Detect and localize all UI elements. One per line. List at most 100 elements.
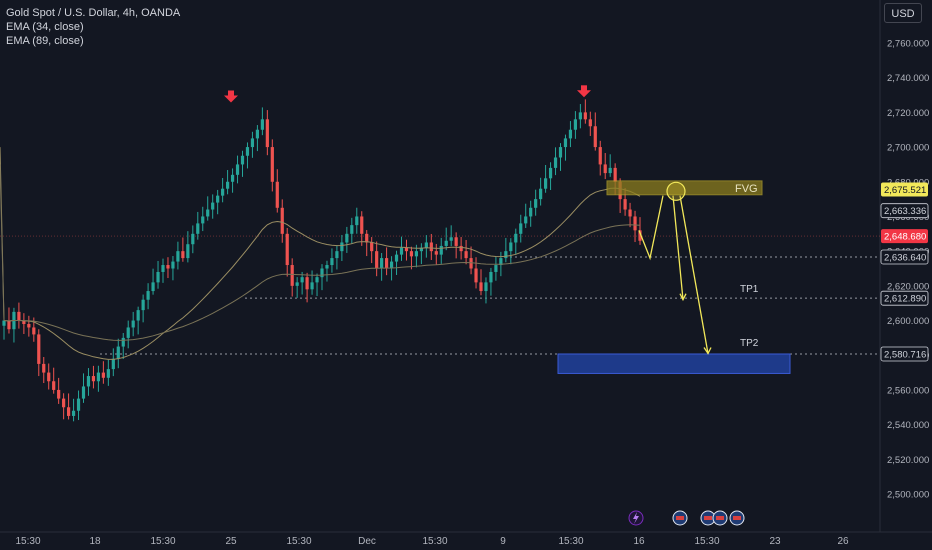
flag-stripes: [733, 516, 741, 520]
candle-body: [71, 410, 76, 416]
x-tick-label: 15:30: [150, 536, 175, 547]
candle-body: [131, 320, 135, 328]
price-label: 2,663.336: [884, 206, 926, 217]
candle-body: [360, 216, 364, 234]
candle-body: [240, 155, 245, 165]
price-label-box: [880, 346, 929, 362]
candle-body: [375, 251, 379, 269]
candle-body: [444, 240, 448, 246]
price-label-box: [881, 182, 928, 197]
projection-leg-1: [638, 195, 664, 261]
candle-body: [206, 209, 210, 217]
legend-symbol[interactable]: Gold Spot / U.S. Dollar, 4h, OANDA: [6, 7, 181, 19]
candle-body: [86, 376, 91, 387]
candle-body: [146, 291, 150, 300]
candle-body: [573, 119, 578, 130]
candle-body: [598, 147, 602, 165]
tp2-zone[interactable]: [557, 353, 791, 374]
candle-body: [603, 164, 607, 174]
lightning-icon: [633, 512, 639, 524]
candle-body: [608, 167, 612, 174]
x-tick-label: 15:30: [286, 536, 311, 547]
candle-body: [181, 251, 185, 259]
candle-body: [474, 268, 478, 283]
chart-legend: Gold Spot / U.S. Dollar, 4h, OANDA EMA (…: [6, 6, 180, 48]
projection-leg-2: [672, 195, 684, 300]
candle-body: [424, 242, 428, 248]
candle-body: [479, 282, 483, 292]
candle-body: [628, 209, 632, 217]
candle-body: [230, 174, 235, 182]
x-tick-label: 18: [89, 536, 101, 547]
sell-arrow-2[interactable]: [577, 90, 591, 98]
candle-body: [588, 119, 592, 127]
candle-body: [414, 251, 419, 257]
candle-body: [300, 277, 304, 283]
candle-body: [141, 299, 145, 311]
candle-body: [260, 119, 264, 130]
candle-body: [7, 320, 11, 330]
candle-body: [325, 265, 329, 269]
y-tick-label: 2,600.000: [887, 316, 929, 327]
tp2-label: TP2: [740, 338, 759, 349]
candle-body: [489, 271, 493, 283]
candle-body: [315, 277, 319, 283]
candle-body: [22, 320, 26, 325]
candle-body: [454, 237, 458, 246]
candle-body: [186, 244, 190, 259]
legend-ema-34[interactable]: EMA (34, close): [6, 21, 84, 33]
candle-body: [345, 233, 349, 243]
candle-body: [305, 277, 309, 290]
y-tick-label: 2,500.000: [887, 490, 929, 501]
candle-body: [548, 167, 553, 179]
candle-body: [270, 147, 274, 182]
candle-body: [509, 242, 513, 252]
candle-body: [245, 147, 250, 156]
currency-button[interactable]: USD: [884, 3, 922, 23]
candle-body: [136, 310, 140, 321]
candle-body: [449, 237, 453, 241]
retest-circle[interactable]: [666, 181, 686, 201]
legend-ema-89[interactable]: EMA (89, close): [6, 35, 84, 47]
candle-body: [2, 320, 6, 326]
candle-body: [17, 311, 21, 321]
candle-body: [529, 207, 533, 217]
candle-body: [42, 363, 46, 373]
candle-body: [171, 261, 175, 269]
candle-body: [27, 324, 31, 328]
price-label: 2,612.890: [884, 294, 926, 305]
candle-body: [524, 216, 528, 224]
candle-body: [504, 251, 508, 259]
candle-body: [623, 199, 627, 210]
ema-34-line: [0, 147, 641, 360]
candle-body: [419, 247, 423, 252]
price-label: 2,580.716: [884, 349, 926, 360]
y-tick-label: 2,760.000: [887, 39, 929, 50]
price-label-box: [880, 249, 929, 265]
candle-body: [578, 112, 582, 120]
candle-body: [221, 188, 225, 196]
candle-body: [409, 251, 414, 257]
candle-body: [404, 247, 409, 252]
y-tick-label: 2,540.000: [887, 420, 929, 431]
x-tick-label: 15:30: [694, 536, 719, 547]
y-tick-label: 2,520.000: [887, 455, 929, 466]
candle-body: [484, 282, 488, 292]
projection-leg-3: [679, 195, 709, 354]
candle-body: [37, 334, 41, 364]
candle-body: [255, 129, 260, 139]
candle-body: [350, 225, 354, 234]
candle-body: [290, 265, 294, 286]
candle-body: [166, 265, 170, 269]
candle-body: [389, 261, 394, 269]
candle-body: [434, 251, 438, 255]
candle-body: [76, 398, 81, 411]
candle-body: [111, 358, 115, 370]
candle-body: [191, 233, 195, 245]
sell-arrow-1[interactable]: [224, 95, 238, 103]
candle-body: [66, 407, 71, 416]
fvg-label: FVG: [735, 183, 758, 195]
candle-body: [216, 195, 220, 203]
candle-body: [514, 233, 518, 243]
